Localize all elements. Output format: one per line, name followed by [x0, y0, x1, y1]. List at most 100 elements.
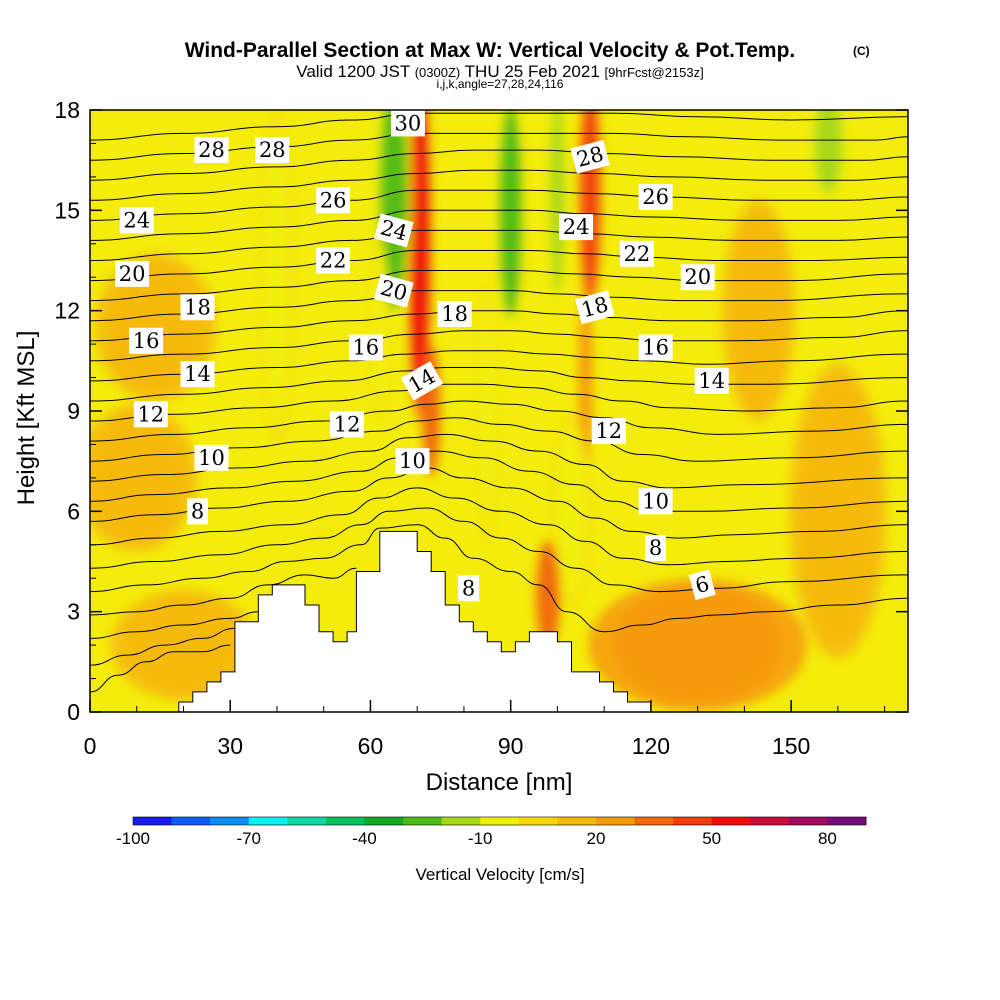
contour-label-text: 6 [693, 572, 712, 599]
contour-label-3: 28 [570, 139, 610, 174]
contour-label-27: 10 [395, 448, 430, 475]
contour-label-21: 14 [400, 361, 444, 401]
contour-label-text: 10 [399, 449, 426, 473]
y-tick-label-3: 3 [67, 599, 80, 625]
contour-label-text: 8 [462, 576, 475, 600]
isentrope-line-12 [90, 383, 908, 422]
contour-label-box [374, 213, 414, 248]
contour-label-29: 8 [187, 498, 208, 525]
colorbar-tick-label-2: -40 [352, 829, 377, 848]
contour-label-box [638, 334, 673, 361]
contour-label-11: 20 [115, 260, 150, 287]
velocity-cell-14 [90, 411, 184, 545]
contour-label-box [374, 273, 414, 308]
isentrope-line-26 [90, 112, 908, 141]
contour-label-28: 10 [638, 488, 673, 515]
contour-label-text: 18 [441, 302, 468, 326]
x-tick-label-30: 30 [217, 733, 243, 759]
velocity-cell-5 [372, 243, 387, 411]
colorbar: -100 -70 -40 -10 20 50 80 [116, 816, 867, 848]
x-axis-label: Distance [nm] [426, 769, 573, 796]
contour-label-26: 10 [194, 444, 229, 471]
x-tick-label-60: 60 [358, 733, 384, 759]
contour-label-text: 20 [119, 262, 146, 286]
chart-indices: i,j,k,angle=27,28,24,116 [437, 77, 564, 91]
contour-label-9: 22 [316, 247, 351, 274]
isentrope-line-14 [90, 350, 908, 382]
contour-label-text: 12 [137, 402, 164, 426]
colorbar-swatch-3 [248, 817, 288, 825]
contour-label-box [316, 187, 351, 214]
velocity-cell-16 [800, 377, 876, 646]
subtitle-forecast: [9hrFcst@2153z] [605, 65, 704, 80]
colorbar-tick-label-1: -70 [236, 829, 261, 848]
contour-label-16: 18 [575, 290, 615, 325]
isentrope-line-19 [90, 249, 908, 282]
colorbar-swatch-7 [403, 817, 443, 825]
contour-label-7: 24 [374, 213, 414, 248]
contour-label-text: 20 [684, 265, 711, 289]
contour-label-14: 18 [180, 294, 215, 321]
velocity-cell-15 [613, 584, 782, 706]
contour-label-18: 16 [348, 334, 383, 361]
contour-label-13: 20 [680, 264, 715, 291]
contour-label-text: 18 [184, 295, 211, 319]
colorbar-tick-label-3: -10 [468, 829, 493, 848]
isentrope-line-23 [90, 169, 908, 201]
subtitle-valid-time: Valid 1200 JST [296, 62, 410, 81]
contour-label-0: 30 [390, 110, 425, 137]
velocity-cell-11 [480, 293, 495, 529]
colorbar-tick-label-6: 80 [818, 829, 837, 848]
contour-label-box [458, 575, 480, 602]
y-tick-label-12: 12 [54, 298, 80, 324]
contour-label-box [645, 535, 667, 562]
isentrope-line-15 [90, 330, 908, 362]
contour-label-box [194, 444, 229, 471]
contour-label-box [638, 488, 673, 515]
contour-label-6: 24 [119, 207, 154, 234]
contour-label-box [390, 110, 425, 137]
x-tick-label-0: 0 [84, 733, 97, 759]
colorbar-swatch-16 [750, 817, 790, 825]
isentrope-line-10 [90, 417, 908, 462]
chart-title: Wind-Parallel Section at Max W: Vertical… [185, 39, 796, 62]
contour-label-text: 22 [320, 249, 347, 273]
contour-label-box [559, 214, 594, 241]
velocity-cell-9 [265, 126, 289, 428]
velocity-cell-7 [550, 110, 565, 294]
colorbar-swatch-11 [557, 817, 597, 825]
contour-label-22: 14 [694, 367, 729, 394]
contour-label-box [694, 367, 729, 394]
contour-label-text: 30 [395, 111, 422, 135]
contour-label-31: 8 [645, 535, 667, 562]
contour-label-text: 24 [563, 215, 590, 239]
contour-label-text: 12 [595, 419, 622, 443]
y-tick-label-6: 6 [67, 498, 80, 524]
isentrope-line-6 [90, 487, 908, 566]
contour-label-box [194, 137, 229, 164]
contour-label-box [619, 240, 654, 267]
contour-label-text: 26 [642, 185, 669, 209]
colorbar-swatch-17 [788, 817, 828, 825]
contour-label-1: 28 [194, 137, 229, 164]
y-axis: 0 3 6 9 12 15 18 [54, 97, 908, 725]
contour-label-box [115, 260, 150, 287]
colorbar-swatch-10 [518, 817, 558, 825]
contour-label-15: 18 [437, 301, 472, 327]
contour-label-text: 24 [123, 208, 150, 232]
colorbar-swatch-1 [171, 817, 211, 825]
contour-label-box [348, 334, 383, 361]
colorbar-swatch-12 [595, 817, 636, 825]
velocity-cell-4 [379, 110, 408, 311]
contour-label-box [591, 418, 626, 445]
contour-label-24: 12 [330, 411, 365, 438]
x-tick-label-90: 90 [498, 733, 524, 759]
y-axis-label: Height [Kft MSL] [13, 331, 40, 506]
contour-label-box [180, 294, 215, 321]
isentrope-line-17 [90, 290, 908, 322]
contour-label-box [119, 207, 154, 234]
colorbar-swatch-15 [711, 817, 751, 825]
contour-label-4: 26 [316, 187, 351, 214]
colorbar-swatch-9 [480, 817, 520, 825]
